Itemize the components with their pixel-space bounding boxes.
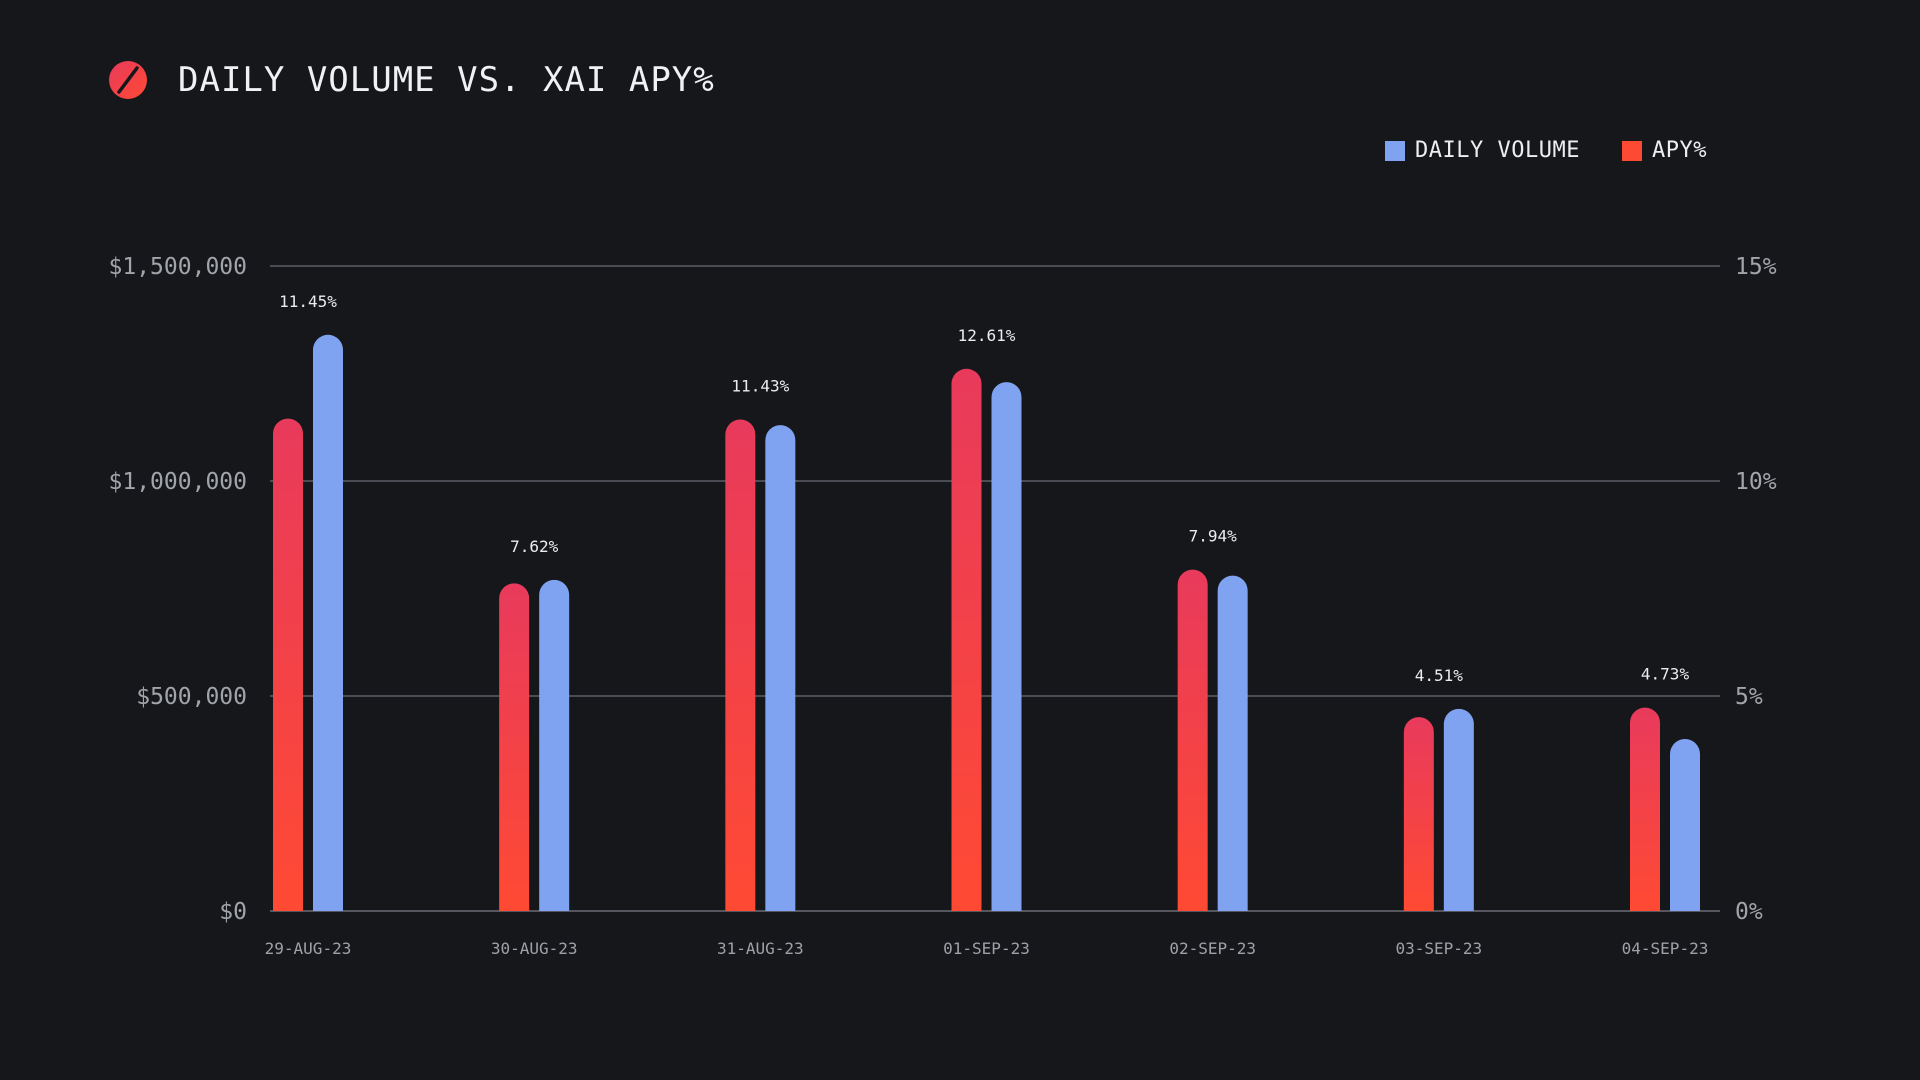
left-axis: $0 $500,000 $1,000,000 $1,500,000 <box>109 254 247 925</box>
right-tick-label: 0% <box>1735 899 1763 925</box>
volume-bar[interactable] <box>539 579 570 911</box>
right-tick-label: 5% <box>1735 684 1763 710</box>
category-label: 01-SEP-23 <box>943 939 1030 958</box>
volume-bar[interactable] <box>1443 708 1474 911</box>
apy-bar[interactable] <box>725 419 756 911</box>
category-label: 02-SEP-23 <box>1169 939 1256 958</box>
apy-data-label: 11.43% <box>731 377 789 396</box>
apy-bar[interactable] <box>499 583 530 911</box>
apy-data-label: 7.62% <box>510 537 559 556</box>
volume-bar[interactable] <box>1217 575 1248 911</box>
right-tick-label: 15% <box>1735 254 1777 280</box>
apy-bar[interactable] <box>273 418 303 911</box>
bars <box>273 334 1700 911</box>
volume-bar[interactable] <box>765 425 796 911</box>
right-tick-label: 10% <box>1735 469 1777 495</box>
volume-bar[interactable] <box>991 382 1022 911</box>
apy-data-label: 11.45% <box>279 292 337 311</box>
chart-legend: DAILY VOLUME APY% <box>1385 138 1707 163</box>
apy-bar[interactable] <box>1177 569 1208 911</box>
legend-item-daily-volume[interactable]: DAILY VOLUME <box>1385 138 1580 163</box>
apy-bar[interactable] <box>1630 707 1660 911</box>
left-tick-label: $1,500,000 <box>109 254 247 280</box>
legend-item-apy[interactable]: APY% <box>1621 138 1707 163</box>
right-axis: 0% 5% 10% 15% <box>1735 254 1777 925</box>
legend-swatch-daily-volume <box>1385 140 1405 161</box>
legend-swatch-apy <box>1621 140 1642 161</box>
left-tick-label: $0 <box>219 899 247 925</box>
left-tick-label: $1,000,000 <box>109 469 247 495</box>
apy-bar[interactable] <box>1403 717 1434 911</box>
category-label: 29-AUG-23 <box>265 939 352 958</box>
chart-header: DAILY VOLUME VS. XAI APY% <box>108 56 715 104</box>
legend-label-daily-volume: DAILY VOLUME <box>1415 138 1580 163</box>
left-tick-label: $500,000 <box>136 684 247 710</box>
category-label: 04-SEP-23 <box>1622 939 1709 958</box>
apy-data-label: 12.61% <box>958 326 1016 345</box>
category-label: 30-AUG-23 <box>491 939 578 958</box>
category-labels: 29-AUG-23 30-AUG-23 31-AUG-23 01-SEP-23 02-S… <box>265 939 1709 958</box>
category-label: 03-SEP-23 <box>1395 939 1482 958</box>
apy-bar[interactable] <box>951 368 982 911</box>
chart-title: DAILY VOLUME VS. XAI APY% <box>178 60 715 100</box>
slashed-circle-icon <box>109 61 147 99</box>
data-labels: 11.45% 7.62% 11.43% 12.61% 7.94% 4.51% 4.73% <box>279 292 1689 685</box>
volume-bar[interactable] <box>313 334 343 911</box>
volume-bar[interactable] <box>1670 739 1700 911</box>
apy-data-label: 7.94% <box>1189 527 1238 546</box>
apy-data-label: 4.51% <box>1415 666 1464 685</box>
apy-data-label: 4.73% <box>1641 665 1690 684</box>
category-label: 31-AUG-23 <box>717 939 804 958</box>
legend-label-apy: APY% <box>1651 138 1707 163</box>
